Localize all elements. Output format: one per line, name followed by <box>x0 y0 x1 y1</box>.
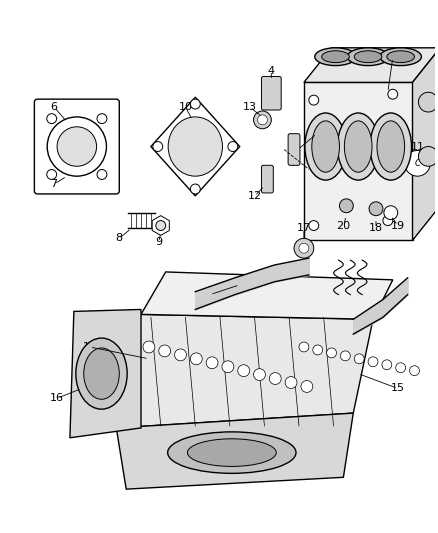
Circle shape <box>388 89 398 99</box>
Ellipse shape <box>347 48 389 66</box>
Circle shape <box>309 95 319 105</box>
Circle shape <box>384 206 398 220</box>
Ellipse shape <box>315 48 356 66</box>
Circle shape <box>382 360 392 370</box>
Circle shape <box>299 243 309 253</box>
Polygon shape <box>413 48 438 240</box>
Polygon shape <box>151 97 240 196</box>
Text: 12: 12 <box>247 191 261 201</box>
Ellipse shape <box>168 432 296 473</box>
Ellipse shape <box>354 51 382 62</box>
Circle shape <box>313 345 323 355</box>
Circle shape <box>309 221 319 230</box>
Circle shape <box>301 381 313 392</box>
Polygon shape <box>117 413 353 489</box>
Ellipse shape <box>76 338 127 409</box>
Text: 11: 11 <box>410 142 424 151</box>
Ellipse shape <box>168 117 223 176</box>
Ellipse shape <box>305 113 346 180</box>
Ellipse shape <box>377 121 405 172</box>
Ellipse shape <box>387 51 414 62</box>
Circle shape <box>327 348 336 358</box>
Ellipse shape <box>84 348 119 399</box>
Circle shape <box>383 216 393 225</box>
Text: 7: 7 <box>50 179 58 189</box>
FancyBboxPatch shape <box>288 134 300 165</box>
FancyBboxPatch shape <box>34 99 119 194</box>
Circle shape <box>254 111 271 129</box>
Circle shape <box>228 142 238 151</box>
Text: 4: 4 <box>268 66 275 76</box>
Text: 15: 15 <box>391 383 405 393</box>
Circle shape <box>57 127 96 166</box>
Polygon shape <box>304 83 413 240</box>
Circle shape <box>410 366 420 376</box>
Ellipse shape <box>312 121 339 172</box>
Circle shape <box>206 357 218 369</box>
Circle shape <box>191 184 200 194</box>
Circle shape <box>418 147 438 166</box>
Text: 18: 18 <box>369 223 383 233</box>
Circle shape <box>97 169 107 180</box>
Circle shape <box>254 369 265 381</box>
Circle shape <box>47 169 57 180</box>
Circle shape <box>340 351 350 361</box>
Circle shape <box>368 357 378 367</box>
Circle shape <box>156 221 166 230</box>
Circle shape <box>339 199 353 213</box>
Circle shape <box>258 115 267 125</box>
Text: 15: 15 <box>83 342 97 352</box>
Circle shape <box>238 365 250 377</box>
Polygon shape <box>141 272 393 319</box>
Polygon shape <box>304 48 438 83</box>
Circle shape <box>222 361 234 373</box>
Text: 13: 13 <box>243 102 257 112</box>
Text: 19: 19 <box>391 221 405 231</box>
Circle shape <box>405 150 430 176</box>
Circle shape <box>159 345 171 357</box>
Circle shape <box>369 202 383 216</box>
Text: 8: 8 <box>116 233 123 244</box>
Polygon shape <box>152 216 170 236</box>
Circle shape <box>294 238 314 258</box>
Circle shape <box>191 99 200 109</box>
Text: 10: 10 <box>178 102 192 112</box>
Text: 17: 17 <box>297 223 311 233</box>
Circle shape <box>47 114 57 124</box>
Circle shape <box>396 363 406 373</box>
Text: 5: 5 <box>313 128 320 139</box>
FancyBboxPatch shape <box>261 76 281 110</box>
Text: C: C <box>414 159 420 168</box>
Polygon shape <box>70 310 141 438</box>
FancyBboxPatch shape <box>261 165 273 193</box>
Circle shape <box>285 377 297 389</box>
Ellipse shape <box>380 48 421 66</box>
Circle shape <box>143 341 155 353</box>
Text: 9: 9 <box>155 237 162 247</box>
Circle shape <box>299 342 309 352</box>
Circle shape <box>153 142 163 151</box>
Circle shape <box>354 354 364 364</box>
Ellipse shape <box>187 439 276 466</box>
Text: 20: 20 <box>336 221 350 231</box>
Polygon shape <box>117 314 373 428</box>
Circle shape <box>418 92 438 112</box>
Circle shape <box>269 373 281 384</box>
Ellipse shape <box>344 121 372 172</box>
Circle shape <box>97 114 107 124</box>
Circle shape <box>47 117 106 176</box>
Ellipse shape <box>321 51 350 62</box>
Ellipse shape <box>337 113 379 180</box>
Text: 3: 3 <box>389 53 396 63</box>
Text: 16: 16 <box>50 393 64 403</box>
Text: 6: 6 <box>51 102 58 112</box>
Text: 14: 14 <box>203 289 217 300</box>
Ellipse shape <box>370 113 412 180</box>
Circle shape <box>175 349 187 361</box>
Circle shape <box>191 353 202 365</box>
